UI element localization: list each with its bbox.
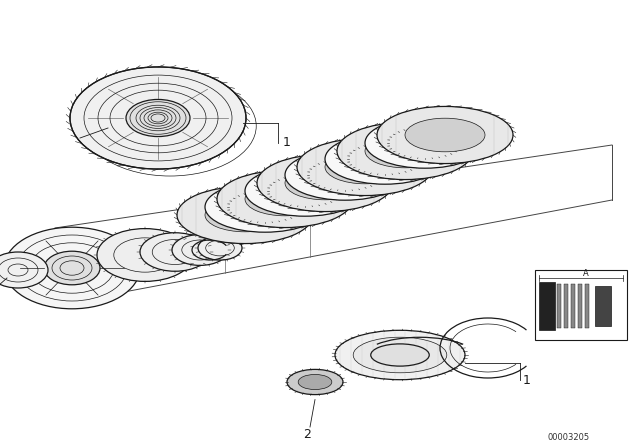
Text: 1: 1 bbox=[523, 374, 531, 387]
Ellipse shape bbox=[371, 344, 429, 366]
Ellipse shape bbox=[405, 118, 485, 152]
Ellipse shape bbox=[245, 166, 365, 216]
Ellipse shape bbox=[172, 235, 228, 265]
Ellipse shape bbox=[97, 228, 193, 281]
Ellipse shape bbox=[267, 175, 343, 207]
Ellipse shape bbox=[287, 370, 343, 395]
Text: 00003205: 00003205 bbox=[548, 432, 590, 441]
Ellipse shape bbox=[205, 182, 325, 232]
Text: A: A bbox=[583, 270, 589, 279]
Ellipse shape bbox=[337, 122, 473, 180]
Ellipse shape bbox=[387, 127, 463, 159]
Text: 2: 2 bbox=[303, 427, 311, 440]
Ellipse shape bbox=[140, 233, 210, 271]
Ellipse shape bbox=[335, 330, 465, 380]
Ellipse shape bbox=[177, 186, 313, 244]
Ellipse shape bbox=[307, 159, 383, 191]
Ellipse shape bbox=[297, 138, 433, 196]
Ellipse shape bbox=[365, 134, 445, 168]
Ellipse shape bbox=[325, 134, 445, 184]
Bar bbox=[578, 284, 582, 328]
Ellipse shape bbox=[285, 166, 365, 200]
Bar bbox=[564, 284, 568, 328]
Ellipse shape bbox=[205, 198, 285, 232]
Ellipse shape bbox=[285, 150, 405, 200]
Bar bbox=[595, 286, 611, 326]
Bar bbox=[585, 284, 589, 328]
Ellipse shape bbox=[353, 337, 447, 373]
Ellipse shape bbox=[377, 107, 513, 164]
Ellipse shape bbox=[0, 252, 48, 288]
Text: 1: 1 bbox=[283, 137, 291, 150]
Ellipse shape bbox=[257, 155, 393, 211]
Bar bbox=[557, 284, 561, 328]
Ellipse shape bbox=[227, 191, 303, 223]
Ellipse shape bbox=[298, 375, 332, 390]
Ellipse shape bbox=[44, 251, 100, 285]
Ellipse shape bbox=[365, 118, 485, 168]
Ellipse shape bbox=[217, 170, 353, 228]
Ellipse shape bbox=[325, 150, 405, 184]
Ellipse shape bbox=[347, 143, 423, 175]
Bar bbox=[535, 270, 627, 340]
Ellipse shape bbox=[198, 236, 242, 260]
Ellipse shape bbox=[245, 182, 325, 216]
Bar bbox=[571, 284, 575, 328]
Ellipse shape bbox=[126, 99, 190, 137]
Ellipse shape bbox=[70, 67, 246, 169]
Ellipse shape bbox=[4, 227, 140, 309]
Bar bbox=[539, 282, 555, 330]
